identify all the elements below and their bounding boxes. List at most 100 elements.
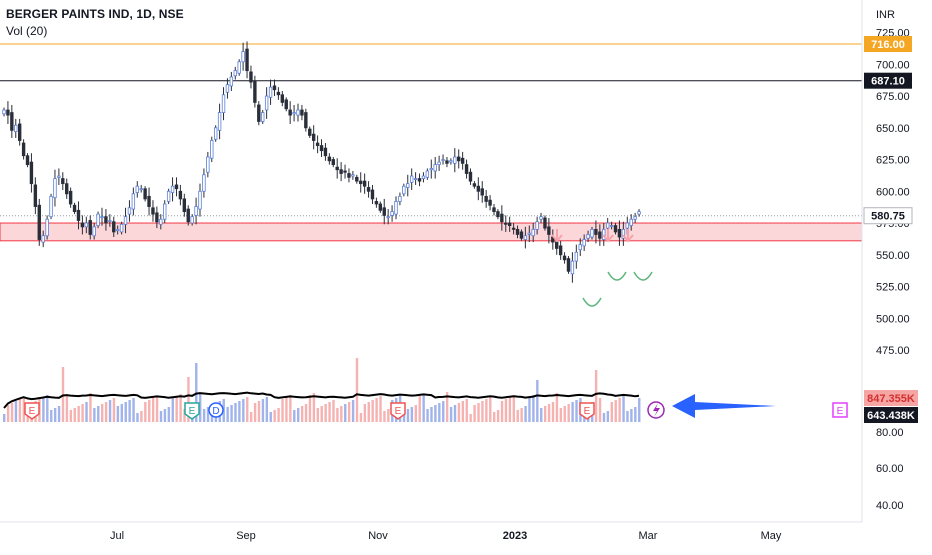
blue-arrow-annotation[interactable] [672, 394, 776, 418]
candle-body[interactable] [558, 245, 563, 256]
candle-body[interactable] [202, 174, 206, 192]
candle-body[interactable] [315, 142, 320, 146]
candle-body[interactable] [566, 258, 571, 272]
candle-body[interactable] [253, 80, 257, 103]
candle-body[interactable] [210, 140, 214, 159]
candle-body[interactable] [213, 127, 218, 140]
candle-body[interactable] [519, 231, 524, 239]
candle-body[interactable] [186, 208, 190, 223]
candle-body[interactable] [108, 220, 112, 222]
candle-body[interactable] [276, 91, 281, 96]
down-arrow-marker[interactable] [551, 229, 563, 243]
candle-body[interactable] [480, 188, 484, 196]
candle-body[interactable] [476, 185, 481, 192]
candle-body[interactable] [594, 228, 598, 235]
candle-body[interactable] [159, 218, 163, 225]
candle-body[interactable] [413, 178, 418, 180]
candle-body[interactable] [241, 51, 245, 63]
candle-body[interactable] [57, 175, 61, 178]
candle-body[interactable] [65, 183, 69, 195]
candle-body[interactable] [80, 222, 85, 228]
candle-body[interactable] [217, 112, 222, 131]
event-badge[interactable]: E [184, 402, 200, 420]
candle-body[interactable] [366, 187, 371, 192]
volume-value-tag[interactable] [864, 407, 918, 423]
candle-body[interactable] [374, 201, 379, 205]
candle-body[interactable] [484, 195, 488, 202]
candle-body[interactable] [237, 61, 241, 74]
candle-body[interactable] [409, 175, 414, 183]
down-arrow-marker[interactable] [622, 229, 634, 243]
event-badge[interactable]: E [24, 402, 40, 420]
candle-body[interactable] [437, 161, 441, 166]
candle-body[interactable] [605, 222, 610, 229]
candle-body[interactable] [166, 190, 171, 202]
event-badge[interactable]: D [208, 402, 224, 418]
candle-body[interactable] [531, 228, 535, 237]
candle-body[interactable] [425, 170, 430, 178]
candle-body[interactable] [562, 255, 567, 261]
candle-body[interactable] [441, 159, 445, 161]
candle-body[interactable] [115, 228, 120, 232]
candle-body[interactable] [574, 251, 579, 262]
candle-body[interactable] [609, 225, 614, 227]
level-price-tag[interactable] [864, 72, 912, 89]
candle-body[interactable] [88, 220, 92, 235]
candle-body[interactable] [139, 188, 143, 191]
candle-body[interactable] [261, 112, 265, 122]
candle-body[interactable] [41, 235, 45, 243]
candle-body[interactable] [547, 226, 551, 235]
candle-body[interactable] [527, 232, 531, 235]
candle-body[interactable] [84, 222, 89, 228]
candle-body[interactable] [206, 156, 210, 173]
candle-body[interactable] [170, 185, 175, 193]
candle-body[interactable] [429, 168, 433, 171]
candle-body[interactable] [135, 185, 139, 193]
candle-body[interactable] [53, 178, 57, 199]
candle-body[interactable] [257, 104, 261, 122]
event-badge[interactable]: E [390, 402, 406, 420]
candle-body[interactable] [272, 85, 277, 91]
candle-body[interactable] [362, 180, 367, 187]
candle-body[interactable] [359, 180, 363, 185]
candle-body[interactable] [617, 228, 622, 238]
candle-body[interactable] [123, 216, 128, 225]
candle-body[interactable] [308, 128, 312, 136]
candle-body[interactable] [433, 164, 437, 172]
candle-body[interactable] [625, 222, 629, 229]
event-badge[interactable]: E [579, 402, 595, 420]
candle-body[interactable] [511, 227, 516, 230]
candle-body[interactable] [92, 226, 96, 237]
candle-body[interactable] [249, 71, 253, 83]
candle-body[interactable] [284, 99, 288, 110]
smile-marker[interactable] [607, 271, 627, 281]
candle-body[interactable] [621, 228, 626, 239]
volume-indicator-title[interactable]: Vol (20) [6, 24, 48, 38]
candle-body[interactable] [539, 216, 543, 220]
support-zone-rect[interactable] [0, 222, 863, 242]
candle-body[interactable] [288, 109, 292, 116]
candle-body[interactable] [386, 216, 390, 219]
candle-body[interactable] [370, 189, 375, 200]
candle-body[interactable] [268, 86, 273, 98]
candle-body[interactable] [49, 195, 53, 218]
candle-body[interactable] [515, 228, 520, 235]
candle-body[interactable] [445, 160, 449, 164]
candle-body[interactable] [629, 218, 633, 226]
candle-body[interactable] [131, 193, 136, 210]
candle-body[interactable] [402, 185, 406, 195]
candle-body[interactable] [543, 217, 547, 229]
candle-body[interactable] [468, 171, 473, 182]
candle-body[interactable] [339, 169, 343, 174]
candle-body[interactable] [127, 207, 132, 215]
candle-body[interactable] [319, 145, 324, 152]
candle-body[interactable] [2, 109, 6, 115]
candle-body[interactable] [198, 190, 202, 210]
candle-body[interactable] [555, 241, 559, 249]
candle-body[interactable] [472, 183, 477, 187]
candle-body[interactable] [33, 184, 38, 207]
candle-body[interactable] [355, 176, 359, 182]
candle-body[interactable] [394, 201, 398, 215]
